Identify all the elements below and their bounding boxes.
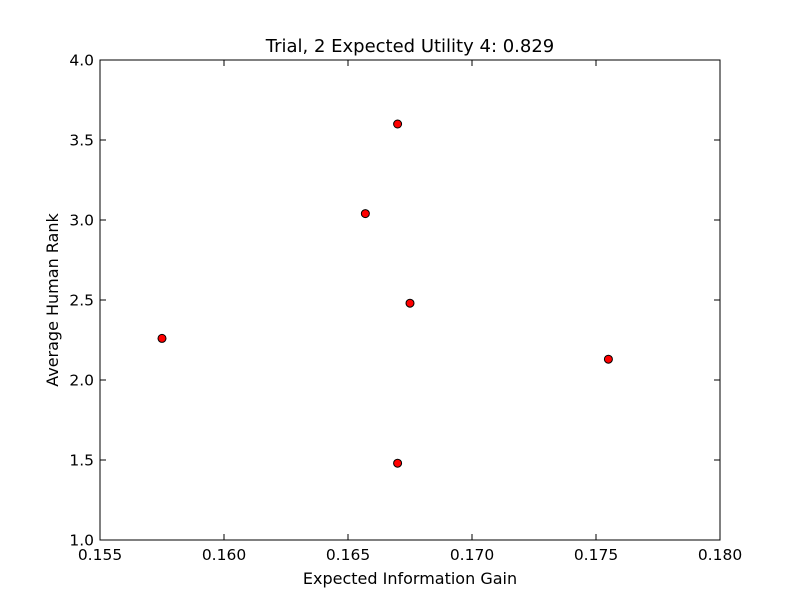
x-axis-label: Expected Information Gain [303,569,517,588]
data-point [406,299,414,307]
y-axis-label: Average Human Rank [43,212,62,386]
y-tick-label: 4.0 [69,52,94,70]
x-tick-label: 0.170 [450,546,494,564]
data-point [394,120,402,128]
y-tick-label: 2.5 [69,292,94,310]
x-tick-label: 0.175 [574,546,618,564]
chart-title: Trial, 2 Expected Utility 4: 0.829 [265,36,555,57]
x-tick-label: 0.165 [326,546,370,564]
y-tick-label: 2.0 [69,372,94,390]
data-point [604,355,612,363]
y-tick-label: 3.5 [69,132,94,150]
y-tick-label: 1.0 [69,532,94,550]
x-tick-label: 0.160 [202,546,246,564]
x-tick-label: 0.180 [698,546,742,564]
y-tick-label: 3.0 [69,212,94,230]
y-tick-label: 1.5 [69,452,94,470]
data-point [158,334,166,342]
data-point [394,459,402,467]
data-point [361,210,369,218]
